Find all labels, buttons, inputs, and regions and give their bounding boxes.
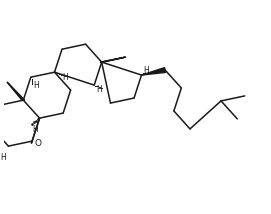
Polygon shape: [141, 68, 166, 75]
Text: H: H: [62, 73, 68, 82]
Text: O: O: [34, 138, 41, 148]
Text: H: H: [1, 153, 7, 162]
Polygon shape: [7, 82, 25, 100]
Polygon shape: [100, 57, 125, 62]
Text: H: H: [143, 66, 149, 75]
Text: H: H: [32, 125, 38, 134]
Text: H: H: [33, 80, 38, 89]
Text: H: H: [96, 85, 102, 95]
